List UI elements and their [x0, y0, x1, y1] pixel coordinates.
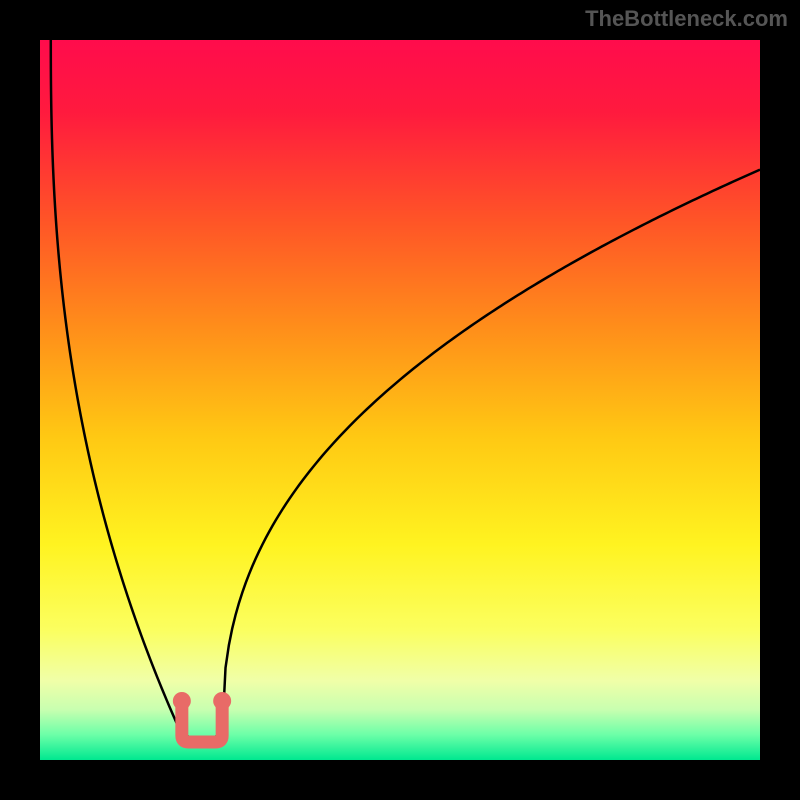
optimum-range-left-dot	[173, 692, 191, 710]
watermark-text: TheBottleneck.com	[585, 6, 788, 32]
optimum-range-right-dot	[213, 692, 231, 710]
bottleneck-chart	[0, 0, 800, 800]
chart-container: TheBottleneck.com	[0, 0, 800, 800]
